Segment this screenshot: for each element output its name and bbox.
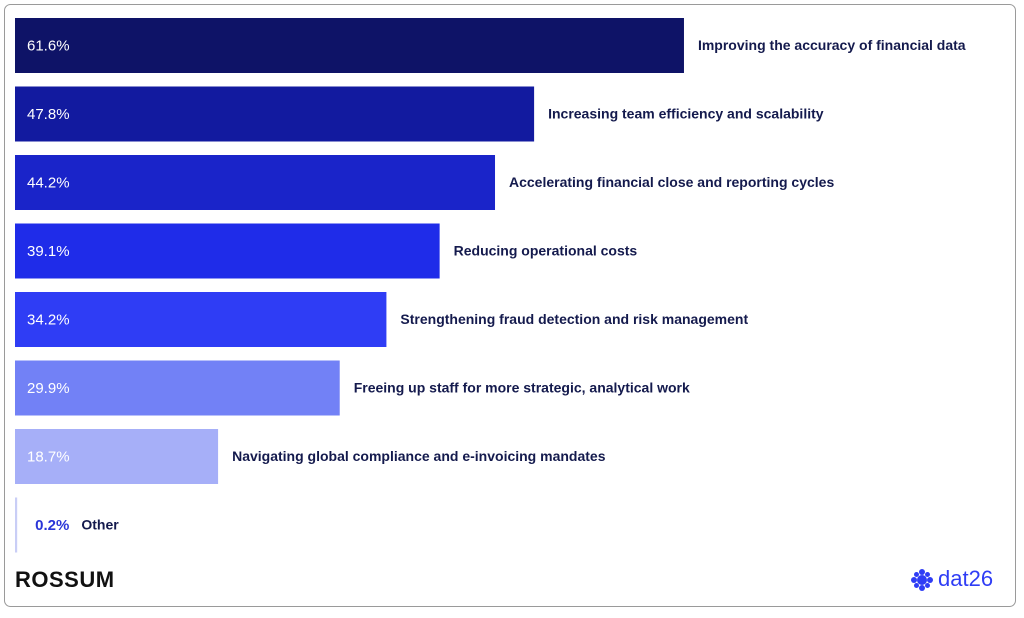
- category-label: Reducing operational costs: [454, 243, 638, 259]
- value-label: 47.8%: [27, 106, 70, 123]
- category-label: Other: [81, 517, 119, 533]
- value-label: 29.9%: [27, 380, 70, 397]
- value-label: 39.1%: [27, 243, 70, 260]
- left-logo: ROSSUM: [15, 567, 115, 592]
- value-label: 18.7%: [27, 448, 70, 465]
- category-label: Strengthening fraud detection and risk m…: [400, 311, 748, 327]
- value-label: 44.2%: [27, 174, 70, 191]
- bar: [15, 292, 387, 347]
- bar: [15, 223, 440, 279]
- category-label: Increasing team efficiency and scalabili…: [548, 106, 824, 122]
- right-logo: dat26: [938, 566, 993, 591]
- category-label: Freeing up staff for more strategic, ana…: [354, 380, 690, 396]
- category-label: Navigating global compliance and e-invoi…: [232, 448, 606, 464]
- category-label: Improving the accuracy of financial data: [698, 37, 966, 53]
- bar: [15, 155, 496, 210]
- category-label: Accelerating financial close and reporti…: [509, 174, 834, 190]
- value-label: 0.2%: [35, 517, 69, 534]
- bar: [15, 429, 219, 484]
- value-label: 34.2%: [27, 311, 70, 328]
- dat-icon: [911, 569, 933, 591]
- bar: [15, 360, 340, 416]
- bar: [15, 497, 18, 553]
- bar: [15, 18, 684, 73]
- bar: [15, 86, 535, 142]
- value-label: 61.6%: [27, 37, 70, 54]
